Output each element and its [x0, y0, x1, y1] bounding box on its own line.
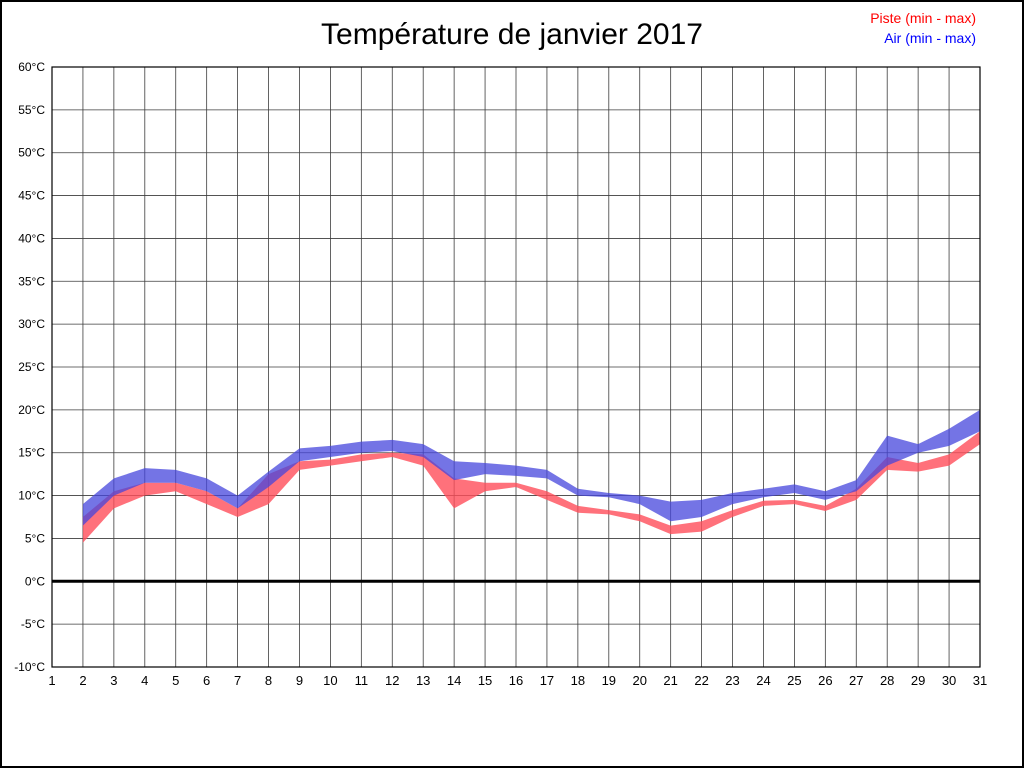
y-tick-label: 50°C [18, 146, 45, 160]
x-tick-label: 18 [571, 673, 585, 688]
x-tick-label: 7 [234, 673, 241, 688]
legend-piste-label: Piste (min - max) [870, 10, 976, 26]
y-tick-label: -5°C [21, 617, 45, 631]
x-tick-label: 19 [602, 673, 616, 688]
y-tick-label: 0°C [25, 574, 45, 588]
y-tick-label: 55°C [18, 103, 45, 117]
grid [51, 66, 981, 668]
x-tick-label: 2 [79, 673, 86, 688]
y-tick-label: 45°C [18, 189, 45, 203]
x-tick-label: 10 [323, 673, 337, 688]
x-tick-label: 3 [110, 673, 117, 688]
x-tick-label: 31 [973, 673, 987, 688]
x-tick-label: 11 [355, 673, 369, 688]
x-tick-label: 1 [48, 673, 55, 688]
chart-title: Température de janvier 2017 [321, 18, 703, 51]
air-minmax-band [82, 409, 980, 526]
x-axis-labels: 1 2 3 4 5 6 7 8 9 10 11 12 13 14 15 16 17 18 19 20 21 22 23 24 2… [48, 673, 987, 688]
x-tick-label: 24 [756, 673, 770, 688]
x-tick-label: 9 [296, 673, 303, 688]
plot-border [51, 66, 981, 668]
x-tick-label: 6 [203, 673, 210, 688]
y-tick-label: 5°C [25, 531, 45, 545]
y-tick-label: 60°C [18, 60, 45, 74]
x-tick-label: 25 [787, 673, 801, 688]
x-tick-label: 21 [663, 673, 677, 688]
y-tick-label: 25°C [18, 360, 45, 374]
y-tick-label: 30°C [18, 317, 45, 331]
x-tick-label: 17 [540, 673, 554, 688]
y-tick-label: 40°C [18, 231, 45, 245]
x-tick-label: 13 [416, 673, 430, 688]
x-tick-label: 23 [725, 673, 739, 688]
x-tick-label: 5 [172, 673, 179, 688]
y-tick-label: 20°C [18, 403, 45, 417]
x-tick-label: 26 [818, 673, 832, 688]
x-tick-label: 30 [942, 673, 956, 688]
x-tick-label: 27 [849, 673, 863, 688]
x-tick-label: 15 [478, 673, 492, 688]
x-tick-label: 28 [880, 673, 894, 688]
y-axis-labels: 60°C 55°C 50°C 45°C 40°C 35°C 30°C 25°C 20°C 15°C… [14, 60, 45, 674]
x-tick-label: 4 [141, 673, 148, 688]
x-tick-label: 14 [447, 673, 461, 688]
x-tick-label: 12 [385, 673, 399, 688]
y-tick-label: 15°C [18, 446, 45, 460]
piste-minmax-band [82, 431, 980, 543]
y-tick-label: 35°C [18, 274, 45, 288]
y-tick-label: 10°C [18, 489, 45, 503]
x-tick-label: 8 [265, 673, 272, 688]
x-tick-label: 22 [694, 673, 708, 688]
y-tick-label: -10°C [14, 660, 45, 674]
legend-air-label: Air (min - max) [884, 30, 976, 46]
x-tick-label: 29 [911, 673, 925, 688]
x-tick-label: 16 [509, 673, 523, 688]
x-tick-label: 20 [632, 673, 646, 688]
legend: Piste (min - max) Air (min - max) [870, 8, 976, 48]
